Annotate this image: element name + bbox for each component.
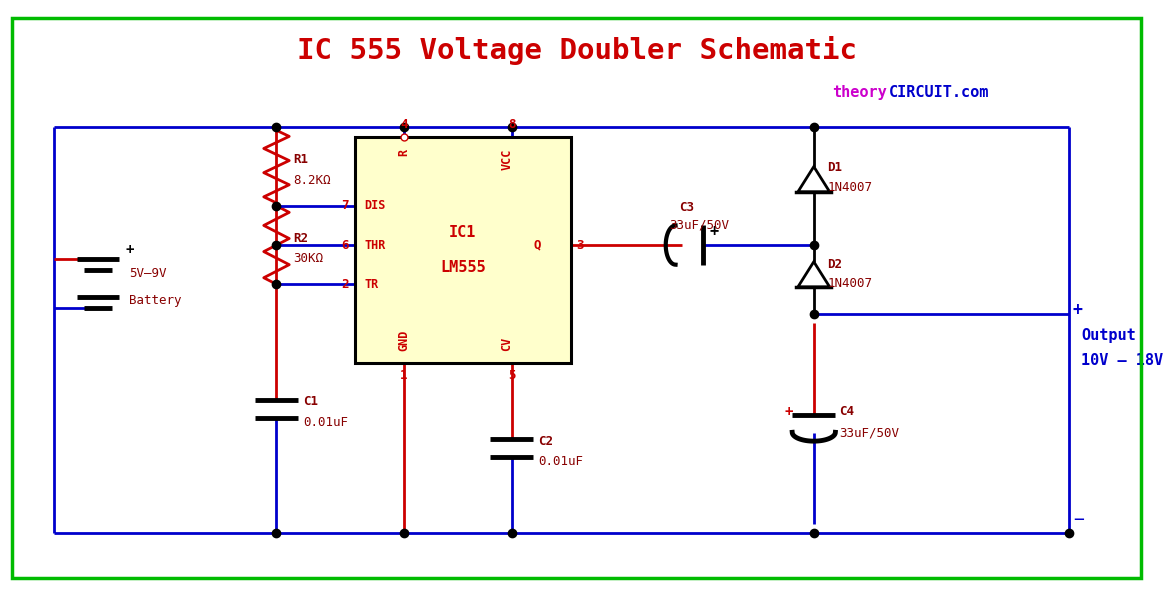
Text: +: + <box>710 224 719 239</box>
Text: 1N4007: 1N4007 <box>828 181 873 194</box>
Bar <box>355 137 570 363</box>
Text: +: + <box>784 405 793 419</box>
Text: VCC: VCC <box>501 149 514 170</box>
Text: 6: 6 <box>341 238 349 252</box>
Text: R2: R2 <box>293 232 308 245</box>
Text: 5: 5 <box>508 368 515 381</box>
Text: 10V – 18V: 10V – 18V <box>1082 353 1163 368</box>
Text: 33uF/50V: 33uF/50V <box>840 427 900 440</box>
Text: 8: 8 <box>508 119 515 131</box>
Text: D2: D2 <box>828 258 842 271</box>
Text: C2: C2 <box>539 434 553 448</box>
Text: THR: THR <box>365 238 386 252</box>
Text: theory: theory <box>833 85 888 100</box>
Text: +: + <box>126 243 134 257</box>
Text: 3: 3 <box>576 238 584 252</box>
Text: 1N4007: 1N4007 <box>828 277 873 290</box>
Text: DIS: DIS <box>365 199 386 212</box>
Text: R1: R1 <box>293 153 308 166</box>
Text: C4: C4 <box>840 405 854 418</box>
Text: CIRCUIT.com: CIRCUIT.com <box>889 85 990 100</box>
Text: TR: TR <box>365 278 379 291</box>
Text: Battery: Battery <box>129 294 182 308</box>
Text: 8.2KΩ: 8.2KΩ <box>293 174 330 187</box>
Text: 33uF/50V: 33uF/50V <box>669 219 729 232</box>
Text: 2: 2 <box>341 278 349 291</box>
Text: C1: C1 <box>303 395 318 408</box>
Text: Output: Output <box>1082 328 1136 343</box>
Text: IC1: IC1 <box>449 225 476 240</box>
Text: 0.01uF: 0.01uF <box>539 455 583 468</box>
Text: 7: 7 <box>341 199 349 212</box>
Text: GND: GND <box>397 330 410 351</box>
Text: 5V–9V: 5V–9V <box>129 267 167 280</box>
Text: R: R <box>397 149 410 156</box>
Text: +: + <box>1073 301 1083 319</box>
Text: C3: C3 <box>680 201 695 215</box>
Text: 30KΩ: 30KΩ <box>293 252 323 265</box>
Text: Q: Q <box>534 238 541 252</box>
Text: 0.01uF: 0.01uF <box>303 416 348 429</box>
Text: D1: D1 <box>828 161 842 174</box>
Text: 4: 4 <box>400 119 408 131</box>
Text: CV: CV <box>501 337 514 351</box>
Text: IC 555 Voltage Doubler Schematic: IC 555 Voltage Doubler Schematic <box>296 36 856 66</box>
Text: 1: 1 <box>400 368 408 381</box>
Text: LM555: LM555 <box>440 260 486 275</box>
Text: −: − <box>1074 511 1084 529</box>
